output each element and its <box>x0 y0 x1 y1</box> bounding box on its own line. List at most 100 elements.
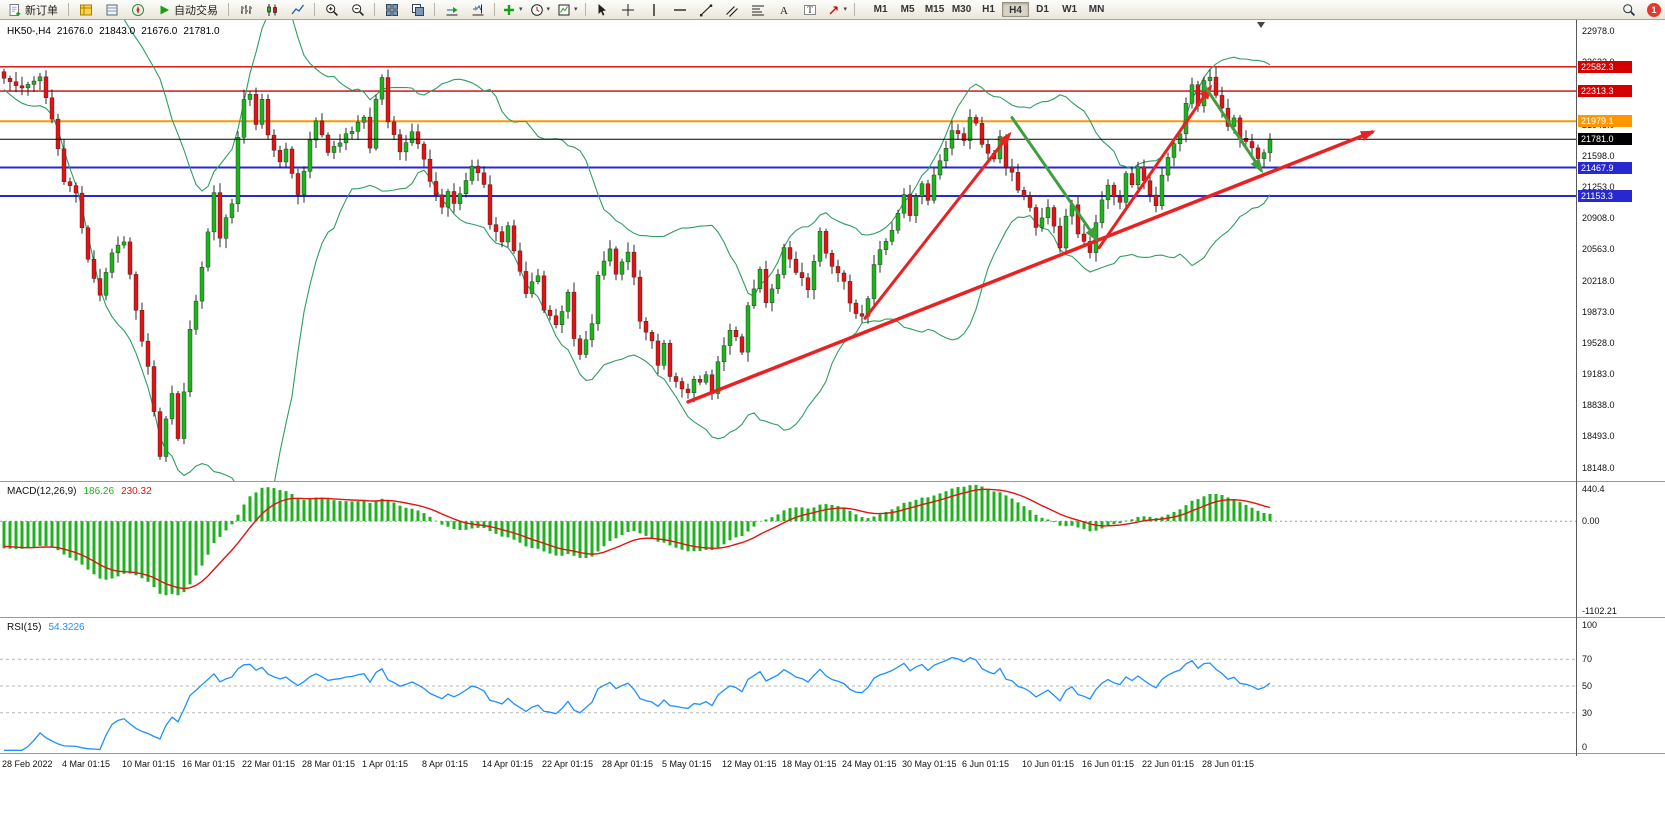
autotrading-button[interactable]: 自动交易 <box>151 0 224 19</box>
text-label-button[interactable]: T <box>798 0 823 19</box>
price-axis-label: 18493.0 <box>1582 431 1615 442</box>
cursor-button[interactable] <box>590 0 615 19</box>
time-axis-label: 16 Mar 01:15 <box>182 759 236 769</box>
toolbar-separator <box>854 3 856 16</box>
macd-histogram <box>2 484 1272 596</box>
time-axis-label: 8 Apr 01:15 <box>422 759 469 769</box>
market-watch-button[interactable] <box>73 0 98 19</box>
timeframe-mn-button[interactable]: MN <box>1088 4 1105 15</box>
tile-windows-icon <box>385 3 398 16</box>
time-axis[interactable]: 28 Feb 2022 4 Mar 01:15 10 Mar 01:15 16 Mar… <box>0 756 1665 774</box>
price-axis-label: 19528.0 <box>1582 337 1615 348</box>
text-icon: A <box>780 5 788 17</box>
panel-separator[interactable] <box>0 753 1665 754</box>
bar-chart-button[interactable] <box>233 0 258 19</box>
time-axis-label: 30 May 01:15 <box>902 759 957 769</box>
cascade-windows-button[interactable] <box>405 0 430 19</box>
candles[interactable] <box>1 67 1273 462</box>
trend-arrow[interactable] <box>686 130 1376 404</box>
chart-ohlc-title: HK50-,H4 21676.0 21843.0 21676.0 21781.0 <box>7 26 220 37</box>
rsi-panel[interactable] <box>0 619 1576 753</box>
timeframe-d1-button[interactable]: D1 <box>1036 4 1049 15</box>
timeframe-m5-button[interactable]: M5 <box>900 4 915 15</box>
market-watch-icon <box>79 4 92 15</box>
timeframe-m30-button[interactable]: M30 <box>951 4 972 15</box>
zoom-in-button[interactable] <box>319 0 344 19</box>
line-chart-button[interactable] <box>285 0 310 19</box>
ohlc-high: 21843.0 <box>99 26 136 37</box>
toolbar-separator <box>584 3 586 16</box>
channel-button[interactable] <box>720 0 745 19</box>
timeframe-h1-button[interactable]: H1 <box>982 4 995 15</box>
new-order-label: 新订单 <box>25 4 58 17</box>
text-button[interactable]: A <box>772 0 797 19</box>
price-chart[interactable] <box>0 20 1576 481</box>
price-axis-label: 21253.0 <box>1582 182 1615 192</box>
time-axis-label: 6 Jun 01:15 <box>962 759 1010 769</box>
auto-scroll-button[interactable] <box>439 0 464 19</box>
arrows-button[interactable]: ▾ <box>824 0 851 19</box>
indicators-plus-icon <box>504 4 514 15</box>
timeframe-h4-button[interactable]: H4 <box>1002 2 1030 17</box>
toolbar-right-group: 1 <box>1616 0 1663 19</box>
panel-separator[interactable] <box>0 481 1665 482</box>
templates-button[interactable]: ▾ <box>554 0 581 19</box>
ohlc-open: 21676.0 <box>56 26 94 37</box>
rsi-label[interactable]: RSI(15) 54.3226 <box>7 622 85 633</box>
panel-separator[interactable] <box>0 617 1665 618</box>
bollinger-lower-band <box>3 89 1271 481</box>
candlestick-button[interactable] <box>259 0 284 19</box>
navigator-button[interactable] <box>125 0 150 19</box>
timeframe-m15-button[interactable]: M15 <box>924 4 945 15</box>
ohlc-low: 21676.0 <box>141 26 178 37</box>
time-axis-label: 10 Mar 01:15 <box>122 759 176 769</box>
fibonacci-button[interactable] <box>746 0 771 19</box>
rsi-axis-label: 50 <box>1582 681 1593 691</box>
time-axis-label: 5 May 01:15 <box>662 759 712 769</box>
bollinger-upper-band <box>123 20 1271 298</box>
horizontal-line-icon <box>674 8 687 11</box>
horizontal-line-button[interactable] <box>668 0 693 19</box>
chart-shift-marker[interactable] <box>1257 22 1265 28</box>
autotrading-play-icon <box>160 5 169 14</box>
trendline-icon <box>700 4 713 16</box>
price-axis[interactable]: 22978.022633.022288.021943.021598.021253… <box>1577 20 1665 756</box>
vertical-line-button[interactable] <box>642 0 667 19</box>
zoom-out-icon <box>351 3 364 16</box>
time-axis-label: 28 Apr 01:15 <box>602 759 654 769</box>
trendline-button[interactable] <box>694 0 719 19</box>
search-button[interactable] <box>1616 0 1641 19</box>
zoom-out-button[interactable] <box>345 0 370 19</box>
price-axis-label: 19873.0 <box>1582 306 1615 317</box>
toolbar-separator <box>374 3 375 16</box>
dropdown-arrow-icon: ▾ <box>546 6 551 13</box>
data-window-button[interactable] <box>99 0 124 19</box>
time-axis-label: 1 Apr 01:15 <box>362 759 409 769</box>
new-order-button[interactable]: 新订单 <box>2 0 64 19</box>
notification-badge[interactable]: 1 <box>1647 2 1661 17</box>
time-axis-label: 14 Apr 01:15 <box>482 759 534 769</box>
dropdown-arrow-icon: ▾ <box>519 6 523 13</box>
chart-shift-button[interactable] <box>465 0 490 19</box>
periods-button[interactable]: ▾ <box>527 0 554 19</box>
price-axis-label: 21598.0 <box>1582 150 1615 161</box>
timeframe-w1-button[interactable]: W1 <box>1062 4 1078 15</box>
time-axis-label: 24 May 01:15 <box>842 759 897 769</box>
trend-arrow[interactable] <box>1097 84 1213 250</box>
candlestick-icon <box>266 3 277 16</box>
trend-arrow[interactable] <box>1202 83 1264 174</box>
macd-label[interactable]: MACD(12,26,9) 186.26 230.32 <box>7 486 152 497</box>
trend-arrow[interactable] <box>1010 116 1099 242</box>
tile-windows-button[interactable] <box>379 0 404 19</box>
crosshair-button[interactable] <box>616 0 641 19</box>
main-toolbar: 新订单 自动交易 <box>0 0 1665 20</box>
vertical-line-icon <box>653 3 655 16</box>
timeframe-m1-button[interactable]: M1 <box>873 4 888 15</box>
price-level-badge: 21153.3 <box>1578 190 1632 202</box>
macd-panel[interactable] <box>0 483 1576 617</box>
indicators-button[interactable]: ▾ <box>499 0 526 19</box>
line-chart-icon <box>290 4 304 14</box>
trend-arrow[interactable] <box>863 131 1012 320</box>
bar-chart-icon <box>240 4 252 14</box>
